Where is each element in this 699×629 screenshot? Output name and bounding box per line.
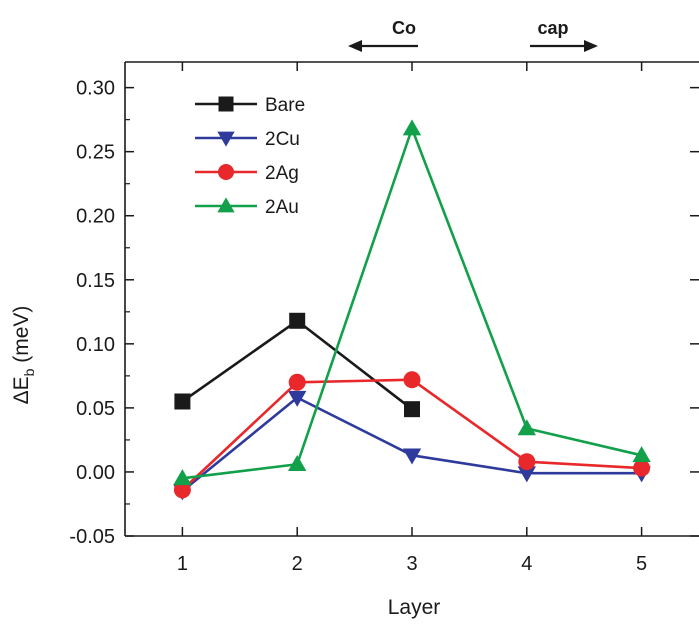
data-point-circle bbox=[633, 459, 651, 477]
data-point-circle bbox=[403, 371, 421, 389]
data-point-triangle-up bbox=[402, 119, 422, 136]
y-axis-title-unit: (meV) bbox=[10, 306, 33, 369]
legend: Bare 2Cu 2Ag 2Au bbox=[195, 95, 305, 218]
y-tick-label: 0.25 bbox=[76, 142, 115, 164]
legend-label: 2Cu bbox=[265, 129, 300, 150]
x-tick-label: 2 bbox=[292, 553, 303, 575]
data-point-triangle-up bbox=[288, 455, 307, 472]
series-2ag bbox=[173, 371, 651, 499]
svg-text:ΔEb (meV): ΔEb (meV) bbox=[10, 306, 37, 405]
data-point-square bbox=[174, 393, 191, 410]
x-tick-label: 5 bbox=[636, 553, 647, 575]
y-axis-title-main: ΔE bbox=[10, 376, 33, 404]
data-point-triangle-up bbox=[173, 469, 192, 486]
annotation-cap-arrowhead bbox=[584, 40, 598, 52]
y-axis-title-subscript: b bbox=[21, 368, 37, 376]
data-point-triangle-down bbox=[402, 448, 422, 465]
data-point-circle bbox=[288, 373, 306, 391]
annotations-group: Co cap bbox=[348, 18, 598, 52]
series-2au bbox=[173, 119, 651, 486]
data-point-circle bbox=[518, 453, 536, 471]
data-point-triangle-up bbox=[517, 419, 536, 436]
x-tick-label: 1 bbox=[177, 553, 188, 575]
legend-label: 2Au bbox=[265, 197, 299, 218]
y-tick-label: 0.10 bbox=[76, 334, 115, 356]
annotation-cap-label: cap bbox=[537, 18, 568, 38]
legend-item: 2Au bbox=[195, 197, 299, 218]
annotation-co-label: Co bbox=[392, 18, 416, 38]
y-tick-label: -0.05 bbox=[69, 526, 115, 548]
data-point-square bbox=[404, 401, 420, 418]
data-point-triangle-up bbox=[217, 197, 235, 213]
y-tick-label: 0.05 bbox=[76, 398, 115, 420]
y-tick-label: 0.00 bbox=[76, 462, 115, 484]
y-tick-label: 0.15 bbox=[76, 270, 115, 292]
legend-item: Bare bbox=[195, 95, 305, 116]
legend-label: Bare bbox=[265, 95, 305, 116]
annotation-co-arrowhead bbox=[348, 40, 362, 52]
data-point-triangle-down bbox=[517, 466, 536, 483]
data-point-triangle-down bbox=[288, 390, 307, 407]
axes-group: -0.05 0.00 0.05 0.10 0.15 0.20 0.25 0.30 1 2 3 4 5 bbox=[69, 61, 699, 575]
legend-item: 2Cu bbox=[195, 129, 300, 150]
y-tick-label: 0.30 bbox=[76, 78, 115, 100]
data-point-triangle-down bbox=[217, 131, 235, 147]
x-tick-label: 4 bbox=[521, 553, 532, 575]
x-tick-label: 3 bbox=[406, 553, 417, 575]
legend-item: 2Ag bbox=[195, 163, 299, 184]
series-group bbox=[173, 119, 651, 501]
y-tick-label: 0.20 bbox=[76, 206, 115, 228]
y-axis-title: ΔEb (meV) bbox=[10, 306, 37, 405]
data-point-triangle-up bbox=[632, 446, 651, 463]
data-point-square bbox=[218, 96, 234, 112]
data-point-square bbox=[289, 312, 306, 329]
legend-label: 2Ag bbox=[265, 163, 299, 184]
data-point-circle bbox=[173, 481, 191, 499]
x-axis-title: Layer bbox=[388, 596, 441, 619]
data-point-circle bbox=[218, 164, 234, 180]
